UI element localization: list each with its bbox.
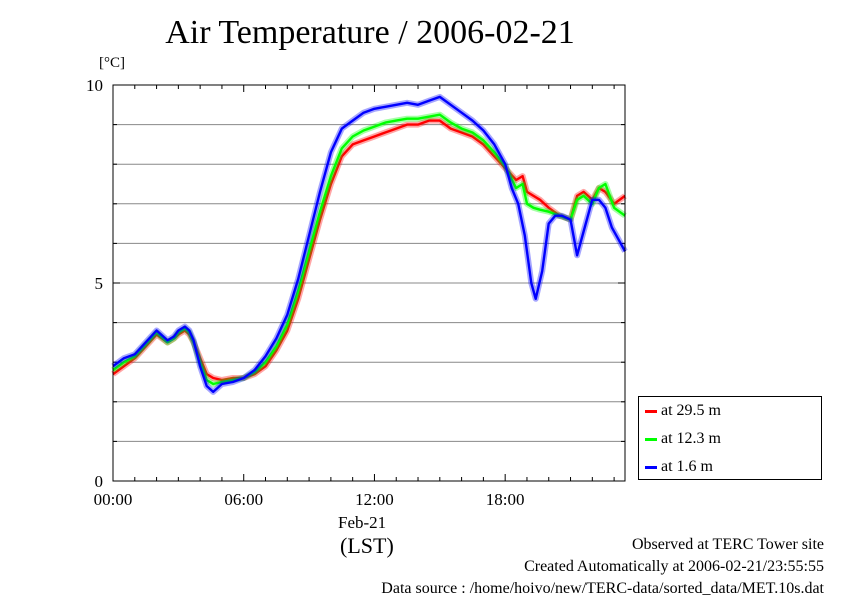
footer-data-source: Data source : /home/hoivo/new/TERC-data/… xyxy=(381,580,824,597)
legend-label: at 29.5 m xyxy=(661,402,721,419)
x-tick-label: 18:00 xyxy=(486,490,525,509)
y-tick-label: 5 xyxy=(95,274,104,293)
x-tick-label: 06:00 xyxy=(224,490,263,509)
legend-label: at 1.6 m xyxy=(661,458,713,475)
x-axis-date-label: Feb-21 xyxy=(338,513,387,532)
y-tick-label: 0 xyxy=(95,472,104,491)
footer-observation-site: Observed at TERC Tower site xyxy=(631,536,824,553)
x-axis-label: (LST) xyxy=(340,533,394,558)
legend-entry: at 12.3 m xyxy=(645,429,721,449)
chart-legend: at 29.5 m at 12.3 m at 1.6 m xyxy=(638,396,822,480)
y-axis-unit-label: [°C] xyxy=(99,55,125,71)
x-tick-label: 12:00 xyxy=(355,490,394,509)
x-tick-label: 00:00 xyxy=(94,490,133,509)
plot-frame xyxy=(112,84,626,482)
footer-created-time: Created Automatically at 2006-02-21/23:5… xyxy=(524,558,824,575)
legend-entry: at 1.6 m xyxy=(645,457,713,477)
chart-title: Air Temperature / 2006-02-21 xyxy=(165,14,575,51)
legend-entry: at 29.5 m xyxy=(645,401,721,421)
legend-label: at 12.3 m xyxy=(661,430,721,447)
legend-swatch xyxy=(645,465,657,469)
y-tick-label: 10 xyxy=(86,76,103,95)
legend-swatch xyxy=(645,437,657,441)
series-line xyxy=(112,95,627,394)
legend-swatch xyxy=(645,409,657,413)
